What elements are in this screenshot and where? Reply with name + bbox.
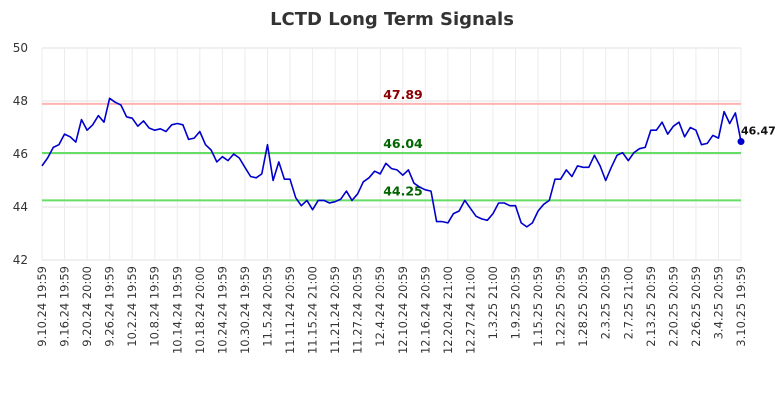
x-tick-label: 9.16.24 19:59	[58, 266, 72, 347]
y-tick-label: 48	[13, 94, 28, 108]
x-tick-label: 1.22.25 20:59	[554, 266, 568, 347]
x-tick-label: 1.3.25 21:00	[486, 266, 500, 339]
x-tick-label: 2.26.25 20:59	[689, 266, 703, 347]
x-tick-label: 1.15.25 20:59	[531, 266, 545, 347]
x-tick-label: 11.21.24 20:59	[328, 266, 342, 354]
y-tick-label: 50	[13, 41, 28, 55]
y-tick-label: 44	[13, 200, 28, 214]
price-series	[41, 97, 742, 228]
x-tick-label: 10.24.24 19:59	[215, 266, 229, 354]
x-tick-label: 12.27.24 21:00	[463, 266, 477, 354]
y-axis: 42 44 46 48 50	[13, 41, 28, 267]
x-tick-label: 3.10.25 19:59	[734, 266, 748, 347]
x-tick-label: 1.9.25 20:59	[509, 266, 523, 339]
signal-label: 44.25	[383, 183, 423, 198]
x-tick-label: 12.4.24 20:59	[373, 266, 387, 347]
grid	[41, 47, 742, 261]
x-tick-label: 2.13.25 20:59	[644, 266, 658, 347]
x-axis: 9.10.24 19:59 9.16.24 19:59 9.20.24 20:00 9…	[35, 266, 748, 354]
x-tick-label: 11.5.24 20:59	[260, 266, 274, 347]
y-tick-label: 46	[13, 147, 28, 161]
y-tick-label: 42	[13, 253, 28, 267]
last-point: 46.47	[737, 125, 776, 146]
x-tick-label: 10.8.24 19:59	[148, 266, 162, 347]
x-tick-label: 11.11.24 20:59	[283, 266, 297, 354]
chart-title: LCTD Long Term Signals	[270, 9, 514, 30]
x-tick-label: 2.20.25 20:59	[666, 266, 680, 347]
x-tick-label: 10.30.24 19:59	[238, 266, 252, 354]
x-tick-label: 10.2.24 19:59	[125, 266, 139, 347]
x-tick-label: 12.10.24 20:59	[396, 266, 410, 354]
x-tick-label: 3.4.25 20:59	[711, 266, 725, 339]
x-tick-label: 11.15.24 21:00	[306, 266, 320, 354]
x-tick-label: 10.18.24 20:00	[193, 266, 207, 354]
x-tick-label: 11.27.24 20:59	[351, 266, 365, 354]
x-tick-label: 2.3.25 20:59	[599, 266, 613, 339]
x-tick-label: 9.20.24 20:00	[80, 266, 94, 347]
last-point-marker	[737, 138, 745, 146]
x-tick-label: 12.20.24 21:00	[441, 266, 455, 354]
signal-label: 47.89	[383, 87, 423, 102]
last-point-label: 46.47	[741, 125, 776, 138]
x-tick-label: 12.16.24 20:59	[418, 266, 432, 354]
signal-lines: 47.89 46.04 44.25	[42, 87, 741, 202]
series-line	[41, 97, 742, 228]
x-tick-label: 9.10.24 19:59	[35, 266, 49, 347]
signal-label: 46.04	[383, 136, 423, 151]
x-tick-label: 10.14.24 19:59	[170, 266, 184, 354]
x-tick-label: 2.7.25 21:00	[621, 266, 635, 339]
x-tick-label: 9.26.24 19:59	[103, 266, 117, 347]
x-tick-label: 1.28.25 20:59	[576, 266, 590, 347]
